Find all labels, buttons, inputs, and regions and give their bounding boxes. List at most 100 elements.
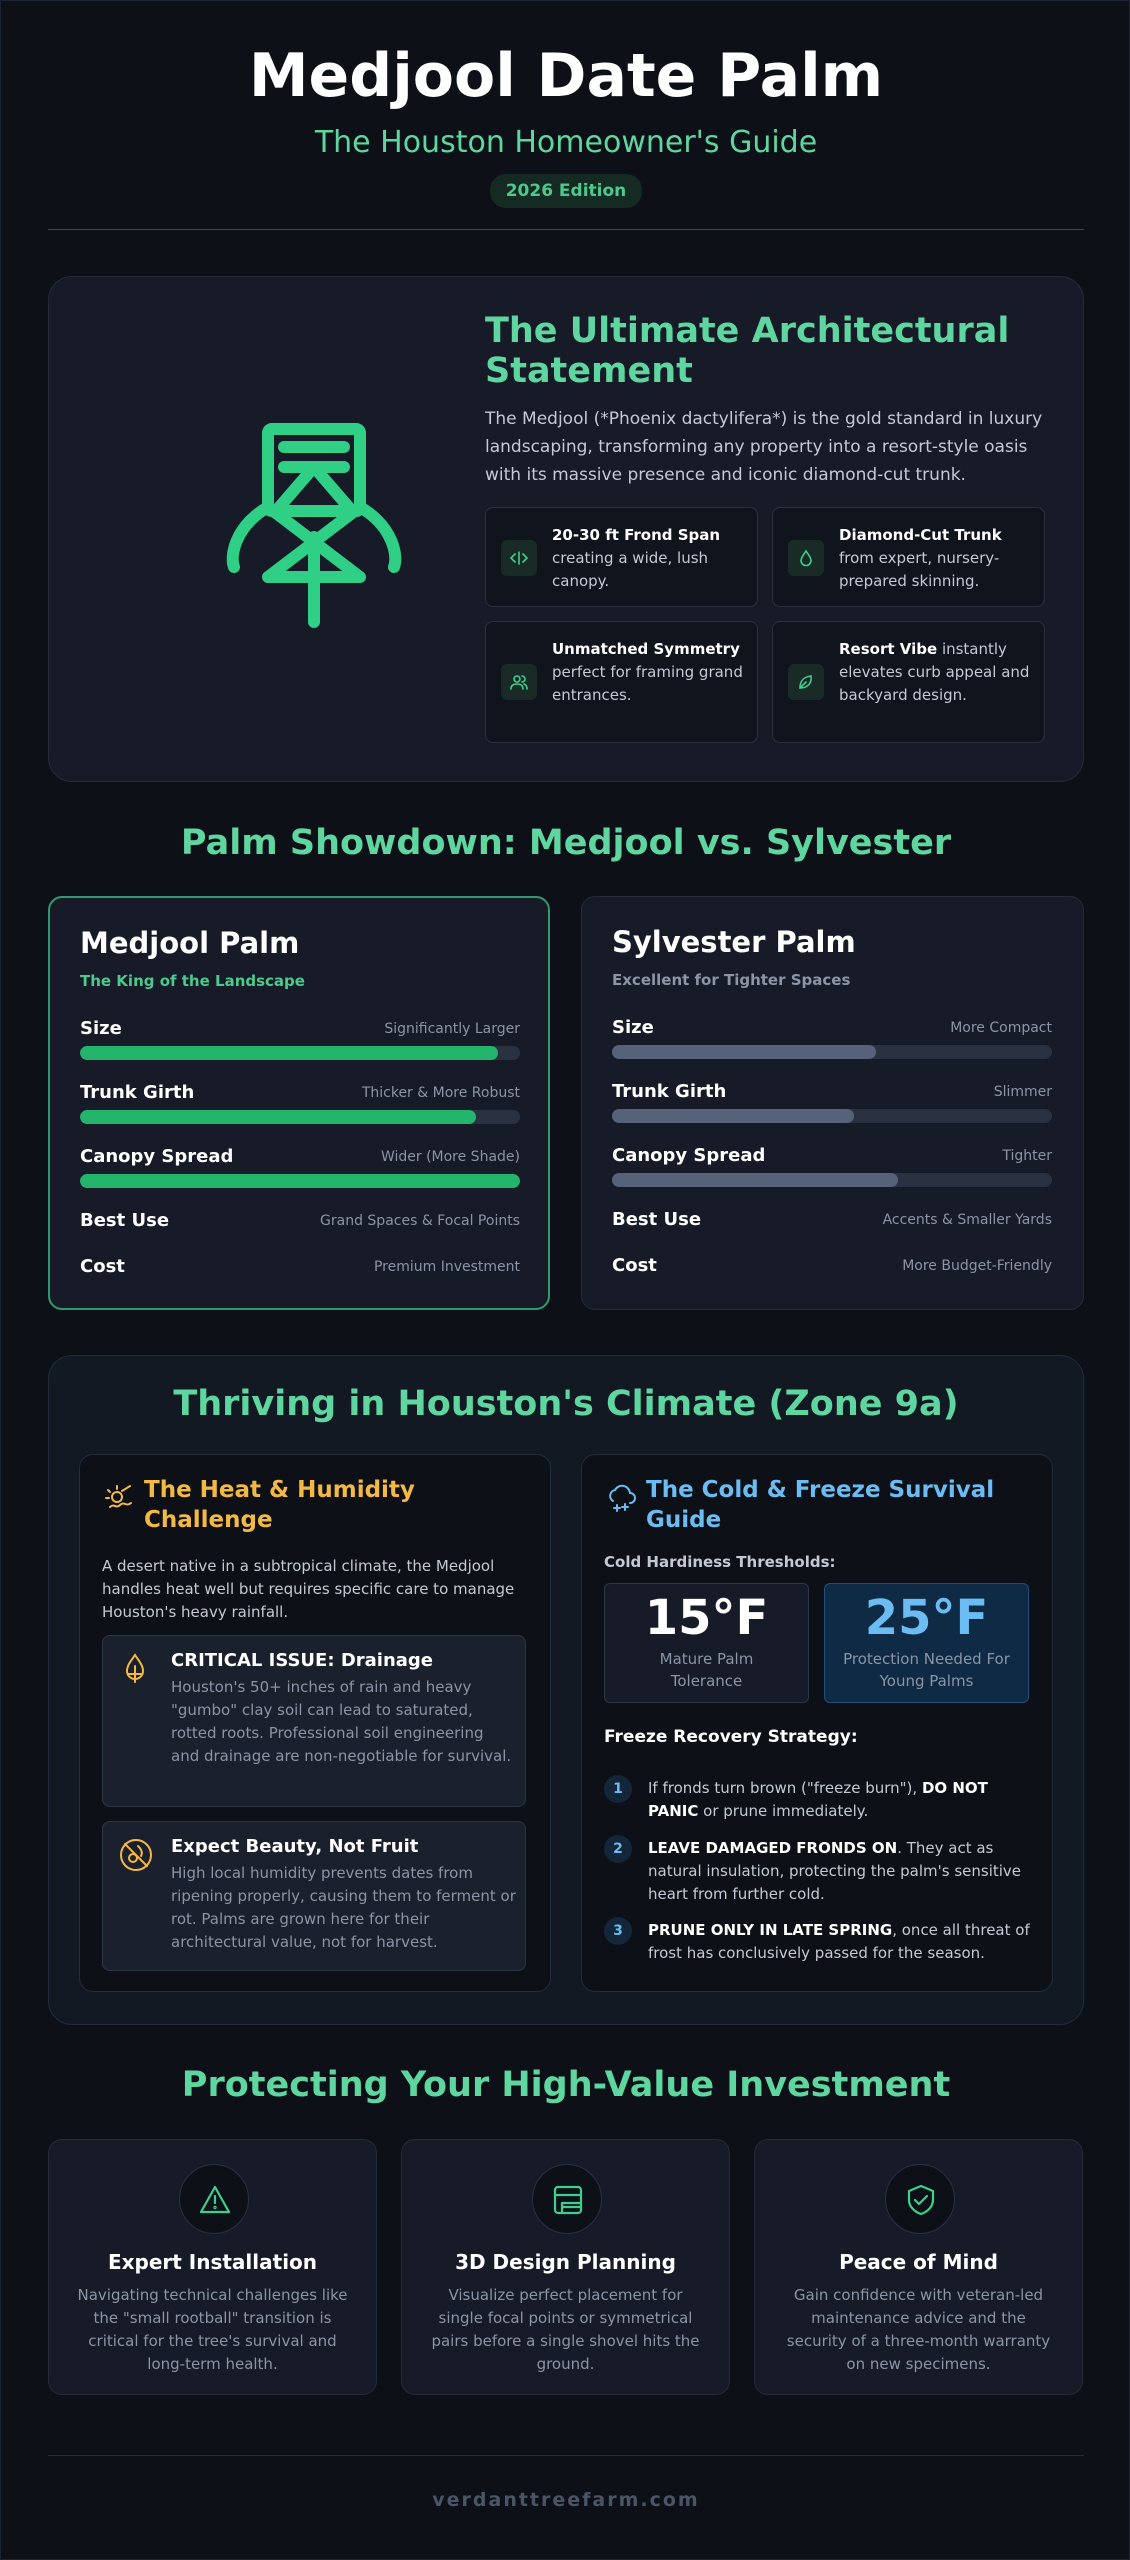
threshold-young: 25°F Protection Needed For Young Palms [824, 1583, 1029, 1703]
row-label: Best Use [612, 1209, 702, 1230]
bar-track [80, 1110, 520, 1124]
card-text: Gain confidence with veteran-led mainten… [786, 2286, 1051, 2373]
card-text: Visualize perfect placement for single f… [431, 2286, 700, 2373]
cold-card: The Cold & Freeze Survival Guide Cold Ha… [581, 1454, 1053, 1992]
feature-text: Resort Vibe instantly elevates curb appe… [839, 640, 1030, 704]
step-number: 3 [604, 1917, 632, 1945]
feature-symmetry: Unmatched Symmetry perfect for framing g… [485, 621, 758, 743]
feature-resort: Resort Vibe instantly elevates curb appe… [772, 621, 1045, 743]
sylvester-card: Sylvester Palm Excellent for Tighter Spa… [581, 896, 1084, 1310]
row-label: Cost [612, 1255, 657, 1276]
sun-heat-icon [105, 1485, 132, 1508]
card-text: Navigating technical challenges like the… [77, 2286, 348, 2373]
heat-card: The Heat & Humidity Challenge A desert n… [79, 1454, 551, 1992]
card-title: 3D Design Planning [455, 2250, 676, 2274]
medjool-card: Medjool Palm The King of the Landscape S… [48, 896, 550, 1310]
icon-circle [885, 2164, 955, 2234]
protect-card-peace: Peace of Mind Gain confidence with veter… [754, 2139, 1083, 2395]
protect-card-design: 3D Design Planning Visualize perfect pla… [401, 2139, 730, 2395]
row-value: More Budget-Friendly [902, 1258, 1052, 1274]
footer-divider [48, 2455, 1084, 2456]
bar-fill [80, 1046, 498, 1060]
row-label: Trunk Girth [612, 1081, 727, 1102]
leaf-icon [788, 664, 824, 700]
row-value: Premium Investment [373, 1259, 520, 1275]
strategy-label: Freeze Recovery Strategy: [604, 1727, 858, 1747]
row-label: Canopy Spread [612, 1145, 766, 1166]
row-value: Significantly Larger [384, 1021, 520, 1037]
protect-card-installation: Expert Installation Navigating technical… [48, 2139, 377, 2395]
row-value: Tighter [1002, 1148, 1052, 1164]
step-text: LEAVE DAMAGED FRONDS ON. They act as nat… [648, 1839, 1022, 1903]
sylvester-tagline: Excellent for Tighter Spaces [612, 971, 851, 989]
threshold-mature: 15°F Mature Palm Tolerance [604, 1583, 809, 1703]
threshold-value: 15°F [644, 1590, 769, 1646]
row-value: Wider (More Shade) [380, 1149, 520, 1165]
hero-title: The Ultimate Architectural Statement [485, 311, 1010, 391]
issue-text: Houston's 50+ inches of rain and heavy "… [171, 1678, 512, 1765]
sylvester-name: Sylvester Palm [612, 925, 856, 959]
bar-track [612, 1045, 1052, 1059]
snow-cloud-icon [609, 1484, 636, 1512]
heat-description: A desert native in a subtropical climate… [102, 1557, 515, 1621]
step-text: PRUNE ONLY IN LATE SPRING, once all thre… [648, 1921, 1030, 1962]
feature-text: Unmatched Symmetry perfect for framing g… [552, 640, 743, 704]
row-value: Accents & Smaller Yards [882, 1212, 1052, 1228]
bar-track [612, 1173, 1052, 1187]
edition-badge: 2026 Edition [489, 174, 643, 208]
hero-description: The Medjool (*Phoenix dactylifera*) is t… [485, 409, 1043, 485]
feature-text: Diamond-Cut Trunk from expert, nursery-p… [839, 526, 1002, 590]
shield-check-icon [907, 2184, 935, 2216]
page-title: Medjool Date Palm [248, 41, 884, 111]
heat-title: The Heat & Humidity Challenge [144, 1477, 415, 1533]
step-number: 1 [604, 1775, 632, 1803]
issue-text: High local humidity prevents dates from … [171, 1864, 516, 1951]
expand-icon [501, 540, 537, 576]
bar-fill [612, 1109, 854, 1123]
feature-text: 20-30 ft Frond Span creating a wide, lus… [552, 526, 721, 590]
cold-title: The Cold & Freeze Survival Guide [646, 1477, 995, 1533]
hero-text: The Ultimate Architectural Statement The… [485, 311, 1055, 489]
row-value: Thicker & More Robust [361, 1085, 520, 1101]
row-label: Best Use [80, 1210, 170, 1231]
step-number: 2 [604, 1835, 632, 1863]
footer-site[interactable]: verdanttreefarm.com [432, 2489, 700, 2511]
droplet-icon [788, 540, 824, 576]
icon-circle [179, 2164, 249, 2234]
feature-trunk: Diamond-Cut Trunk from expert, nursery-p… [772, 507, 1045, 607]
row-value: Grand Spaces & Focal Points [320, 1213, 520, 1229]
row-label: Canopy Spread [80, 1146, 234, 1167]
page-subtitle: The Houston Homeowner's Guide [314, 125, 818, 160]
issue-title: Expect Beauty, Not Fruit [171, 1836, 419, 1857]
header-divider [48, 229, 1084, 230]
protect-title: Protecting Your High-Value Investment [181, 2065, 951, 2105]
threshold-value: 25°F [864, 1590, 989, 1646]
bar-fill [612, 1173, 898, 1187]
header: Medjool Date Palm The Houston Homeowner'… [1, 41, 1130, 208]
issue-title: CRITICAL ISSUE: Drainage [171, 1650, 434, 1671]
row-label: Trunk Girth [80, 1082, 195, 1103]
row-label: Size [80, 1018, 122, 1039]
bar-fill [80, 1110, 476, 1124]
palm-tree-icon [226, 423, 402, 628]
bar-track [612, 1109, 1052, 1123]
feature-frond-span: 20-30 ft Frond Span creating a wide, lus… [485, 507, 758, 607]
thresholds-label: Cold Hardiness Thresholds: [604, 1553, 836, 1571]
users-icon [501, 664, 537, 700]
medjool-name: Medjool Palm [80, 926, 300, 960]
threshold-label: Mature Palm Tolerance [659, 1650, 754, 1690]
bar-fill [612, 1045, 876, 1059]
medjool-tagline: The King of the Landscape [80, 972, 305, 990]
card-title: Expert Installation [107, 2250, 318, 2274]
showdown-title: Palm Showdown: Medjool vs. Sylvester [180, 823, 952, 863]
bar-track [80, 1174, 520, 1188]
design-layout-icon [553, 2185, 583, 2215]
fruit-issue: Expect Beauty, Not Fruit High local humi… [102, 1821, 526, 1971]
climate-section: Thriving in Houston's Climate (Zone 9a) … [48, 1355, 1084, 2025]
bar-track [80, 1046, 520, 1060]
drainage-issue: CRITICAL ISSUE: Drainage Houston's 50+ i… [102, 1635, 526, 1807]
row-value: More Compact [950, 1020, 1052, 1036]
no-fruit-icon [120, 1839, 152, 1871]
drainage-icon [125, 1653, 145, 1683]
